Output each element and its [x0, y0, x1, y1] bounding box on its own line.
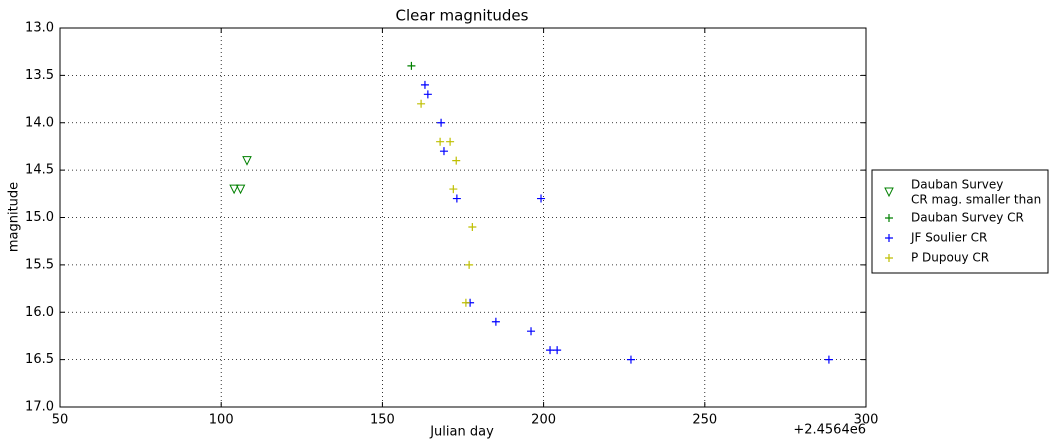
legend-marker [884, 187, 894, 198]
point [420, 80, 429, 89]
point [423, 90, 432, 99]
legend-label: JF Soulier CR [910, 231, 987, 245]
point [437, 118, 446, 127]
legend-box [871, 169, 1049, 274]
point [537, 194, 546, 203]
point [242, 156, 252, 166]
point [417, 99, 426, 108]
point [452, 156, 461, 165]
point [626, 355, 635, 364]
point [235, 184, 246, 195]
point [452, 194, 461, 203]
y-tick-label: 15.5 [25, 257, 54, 272]
x-tick-label: 300 [854, 413, 879, 428]
x-tick-label: 200 [531, 413, 556, 428]
legend-label: P Dupouy CR [911, 251, 989, 265]
point [439, 147, 448, 156]
chart-title: Clear magnitudes [396, 7, 529, 25]
y-axis-label: magnitude [7, 182, 22, 252]
point [491, 317, 500, 326]
y-tick-label: 17.0 [25, 400, 54, 415]
y-tick-label: 16.0 [25, 305, 54, 320]
x-offset-text: +2.4564e6 [793, 423, 866, 438]
y-tick-label: 16.5 [25, 352, 54, 367]
point [553, 346, 562, 355]
y-tick-label: 14.5 [25, 163, 54, 178]
y-tick-label: 14.0 [25, 115, 54, 130]
point [824, 355, 833, 364]
point [468, 222, 477, 231]
point [449, 185, 458, 194]
point [465, 260, 474, 269]
x-tick-label: 100 [209, 413, 234, 428]
x-axis-label: Julian day [429, 425, 494, 440]
point [446, 137, 455, 146]
point [461, 298, 470, 307]
point [527, 327, 536, 336]
point [436, 137, 445, 146]
x-tick-label: 250 [692, 413, 717, 428]
legend-marker [885, 234, 893, 242]
x-tick-label: 50 [52, 413, 69, 428]
point [407, 61, 416, 70]
plot-frame [59, 27, 867, 408]
y-tick-label: 13.5 [25, 68, 54, 83]
y-tick-label: 13.0 [25, 21, 54, 36]
legend-label: Dauban Survey CR mag. smaller than [911, 177, 1041, 206]
x-tick-label: 150 [370, 413, 395, 428]
legend-marker [885, 214, 893, 222]
legend-label: Dauban Survey CR [911, 211, 1024, 225]
legend-marker [885, 254, 893, 262]
point [229, 184, 239, 195]
point [546, 346, 555, 355]
y-tick-label: 15.0 [25, 210, 54, 225]
